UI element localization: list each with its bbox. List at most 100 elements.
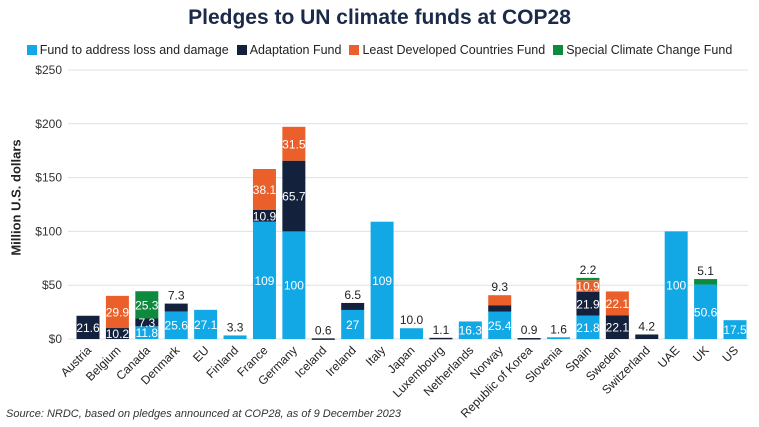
legend-label: Least Developed Countries Fund (362, 43, 546, 57)
legend-label: Adaptation Fund (249, 43, 342, 57)
data-label: 17.5 (723, 323, 747, 337)
data-label: 10.2 (106, 327, 130, 341)
bar-segment (458, 321, 482, 339)
legend-item-ldcf: Least Developed Countries Fund (349, 43, 545, 57)
bar-segment (164, 311, 188, 339)
bar-segment (605, 291, 629, 316)
bar-segment (341, 302, 365, 310)
data-label: 6.5 (344, 288, 361, 302)
bar-segment (723, 320, 747, 339)
bar-segment (664, 231, 688, 339)
bar-segment (576, 315, 600, 339)
bar-segment (576, 291, 600, 316)
x-tick-label: Iceland (292, 343, 329, 380)
bar-segment (282, 160, 306, 232)
bar-segment (135, 291, 159, 319)
bar-segment (135, 318, 159, 327)
bar-segment (282, 126, 306, 161)
data-label: 7.3 (168, 289, 185, 303)
legend-swatch (553, 45, 564, 55)
bar-segment (311, 338, 335, 340)
data-label: 1.6 (550, 322, 567, 336)
y-tick-label: $100 (35, 224, 62, 238)
data-label: 10.9 (253, 209, 277, 223)
bar-segment (164, 303, 188, 312)
data-label: 3.3 (227, 320, 244, 334)
x-tick-label: Finland (203, 343, 241, 381)
data-label: 2.2 (580, 263, 597, 277)
data-label: 27.1 (194, 318, 218, 332)
data-label: 100 (284, 279, 304, 293)
data-label: 21.9 (576, 297, 600, 311)
bar-segment (429, 337, 453, 340)
data-label: 109 (372, 274, 392, 288)
bar-segment (341, 309, 365, 339)
bar-segment (282, 231, 306, 339)
legend-label: Special Climate Change Fund (566, 43, 733, 57)
legend-item-adaptation: Adaptation Fund (236, 43, 342, 57)
data-label: 1.1 (433, 323, 450, 337)
legend-swatch (236, 45, 247, 55)
data-label: 9.3 (491, 280, 508, 294)
legend-swatch (26, 45, 37, 55)
bar-segment (223, 335, 247, 339)
data-label: 31.5 (282, 137, 306, 151)
data-label: 7.3 (138, 316, 155, 330)
x-tick-label: US (719, 343, 741, 365)
bar-segment (694, 279, 718, 285)
bar-segment (488, 295, 512, 306)
bar-segment (488, 305, 512, 312)
bar-segment (635, 334, 659, 339)
data-label: 25.4 (488, 319, 512, 333)
x-tick-label: Italy (363, 343, 388, 368)
bar-segment (135, 326, 159, 339)
bar-segment (252, 168, 276, 210)
data-label: 0.9 (521, 323, 538, 337)
source-note: Source: NRDC, based on pledges announced… (6, 408, 402, 420)
bar-segment (370, 221, 394, 339)
bar-segment (547, 337, 571, 339)
x-tick-label: UK (690, 343, 712, 365)
y-tick-label: $0 (49, 332, 63, 346)
bar-segment (576, 280, 600, 292)
bar-segment (400, 328, 423, 339)
x-tick-label: Ireland (323, 343, 359, 379)
legend-swatch (349, 45, 360, 55)
data-label: 16.3 (459, 324, 483, 338)
data-label: 27 (346, 318, 360, 332)
bar-segment (76, 315, 100, 339)
legend-label: Fund to address loss and damage (39, 43, 229, 57)
bar-segment (252, 221, 276, 339)
bar-segment (605, 315, 629, 339)
data-label: 0.6 (315, 323, 332, 337)
y-tick-label: $50 (42, 278, 62, 292)
bar-segment (576, 277, 600, 281)
data-label: 4.2 (638, 319, 655, 333)
data-label: 11.8 (136, 326, 159, 340)
legend-item-sccf: Special Climate Change Fund (553, 43, 732, 57)
bar-segment (694, 284, 718, 339)
data-label: 109 (254, 274, 274, 288)
bar-segment (488, 311, 512, 339)
data-label: 22.1 (606, 321, 630, 335)
legend: Fund to address loss and damage Adaptati… (0, 43, 759, 57)
y-tick-label: $250 (35, 63, 62, 77)
data-label: 22.1 (606, 297, 630, 311)
data-label: 25.3 (135, 298, 159, 312)
bar-segment (517, 338, 541, 340)
bar-segment (194, 309, 218, 339)
data-label: 10.0 (400, 313, 424, 327)
bar-segment (252, 209, 276, 222)
data-label: 29.9 (106, 305, 130, 319)
legend-item-loss-damage: Fund to address loss and damage (26, 43, 229, 57)
y-tick-label: $150 (35, 171, 62, 185)
data-label: 50.6 (694, 305, 718, 319)
x-tick-label: EU (190, 343, 212, 365)
data-label: 5.1 (697, 264, 714, 278)
data-label: 21.6 (76, 321, 100, 335)
chart-title: Pledges to UN climate funds at COP28 (188, 6, 571, 29)
bar-segment (105, 295, 129, 329)
data-label: 10.9 (576, 280, 600, 294)
